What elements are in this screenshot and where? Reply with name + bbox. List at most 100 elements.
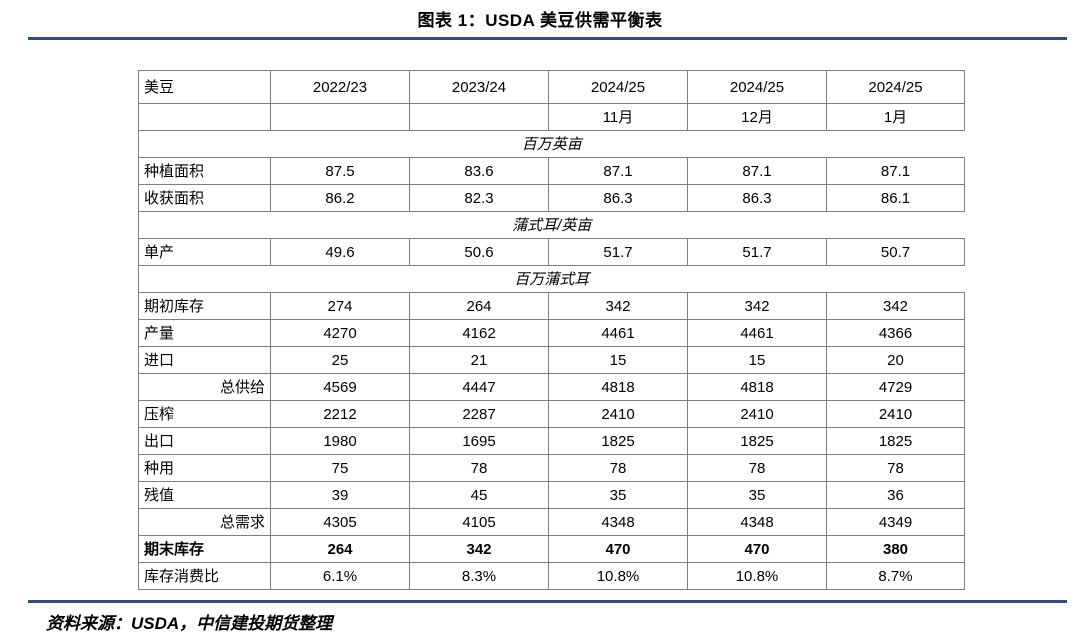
row-label: 期初库存 — [138, 292, 271, 320]
cell-value: 8.7% — [826, 562, 965, 590]
top-rule — [28, 37, 1067, 40]
cell-value: 87.1 — [548, 157, 688, 185]
cell-value: 4366 — [826, 319, 965, 347]
cell-value: 20 — [826, 346, 965, 374]
year-header: 2023/24 — [409, 70, 549, 104]
table-row: 种用 75 78 78 78 78 — [138, 454, 965, 482]
year-header: 2024/25 — [548, 70, 688, 104]
cell-value: 78 — [826, 454, 965, 482]
cell-value: 50.6 — [409, 238, 549, 266]
month-header-empty — [138, 103, 271, 131]
month-header-row: 11月 12月 1月 — [138, 103, 965, 131]
cell-value: 86.3 — [548, 184, 688, 212]
cell-value: 264 — [270, 535, 410, 563]
table-row: 出口 1980 1695 1825 1825 1825 — [138, 427, 965, 455]
cell-value: 4569 — [270, 373, 410, 401]
row-label: 压榨 — [138, 400, 271, 428]
row-label: 库存消费比 — [138, 562, 271, 590]
row-label: 总需求 — [138, 508, 271, 536]
row-label: 总供给 — [138, 373, 271, 401]
cell-value: 35 — [548, 481, 688, 509]
cell-value: 2212 — [270, 400, 410, 428]
cell-value: 4818 — [687, 373, 827, 401]
cell-value: 49.6 — [270, 238, 410, 266]
cell-value: 86.3 — [687, 184, 827, 212]
table-corner-label: 美豆 — [138, 70, 271, 104]
cell-value: 78 — [409, 454, 549, 482]
unit-row: 蒲式耳/英亩 — [138, 211, 965, 239]
year-header: 2024/25 — [826, 70, 965, 104]
cell-value: 86.1 — [826, 184, 965, 212]
table-row: 产量 4270 4162 4461 4461 4366 — [138, 319, 965, 347]
cell-value: 4270 — [270, 319, 410, 347]
cell-value: 1825 — [826, 427, 965, 455]
cell-value: 4349 — [826, 508, 965, 536]
month-header: 1月 — [826, 103, 965, 131]
cell-value: 25 — [270, 346, 410, 374]
unit-row: 百万蒲式耳 — [138, 265, 965, 293]
month-header: 12月 — [687, 103, 827, 131]
cell-value: 2410 — [687, 400, 827, 428]
cell-value: 50.7 — [826, 238, 965, 266]
cell-value: 10.8% — [687, 562, 827, 590]
cell-value: 87.1 — [687, 157, 827, 185]
month-header — [409, 103, 549, 131]
table-row: 收获面积 86.2 82.3 86.3 86.3 86.1 — [138, 184, 965, 212]
cell-value: 75 — [270, 454, 410, 482]
row-label: 收获面积 — [138, 184, 271, 212]
cell-value: 342 — [826, 292, 965, 320]
cell-value: 87.1 — [826, 157, 965, 185]
cell-value: 4447 — [409, 373, 549, 401]
row-label: 出口 — [138, 427, 271, 455]
cell-value: 4729 — [826, 373, 965, 401]
cell-value: 264 — [409, 292, 549, 320]
cell-value: 4818 — [548, 373, 688, 401]
cell-value: 51.7 — [548, 238, 688, 266]
row-label: 残值 — [138, 481, 271, 509]
cell-value: 36 — [826, 481, 965, 509]
cell-value: 8.3% — [409, 562, 549, 590]
cell-value: 2410 — [548, 400, 688, 428]
cell-value: 6.1% — [270, 562, 410, 590]
cell-value: 1695 — [409, 427, 549, 455]
row-label: 进口 — [138, 346, 271, 374]
cell-value: 470 — [687, 535, 827, 563]
cell-value: 2410 — [826, 400, 965, 428]
row-label: 种植面积 — [138, 157, 271, 185]
cell-value: 380 — [826, 535, 965, 563]
cell-value: 10.8% — [548, 562, 688, 590]
cell-value: 45 — [409, 481, 549, 509]
cell-value: 51.7 — [687, 238, 827, 266]
cell-value: 35 — [687, 481, 827, 509]
cell-value: 4162 — [409, 319, 549, 347]
table-row: 压榨 2212 2287 2410 2410 2410 — [138, 400, 965, 428]
year-header-row: 美豆 2022/23 2023/24 2024/25 2024/25 2024/… — [138, 70, 965, 104]
cell-value: 4461 — [687, 319, 827, 347]
source-note: 资料来源：USDA，中信建投期货整理 — [46, 614, 333, 633]
cell-value: 87.5 — [270, 157, 410, 185]
cell-value: 4305 — [270, 508, 410, 536]
table-container: 美豆 2022/23 2023/24 2024/25 2024/25 2024/… — [138, 70, 965, 590]
cell-value: 21 — [409, 346, 549, 374]
cell-value: 1825 — [548, 427, 688, 455]
year-header: 2022/23 — [270, 70, 410, 104]
cell-value: 39 — [270, 481, 410, 509]
cell-value: 342 — [687, 292, 827, 320]
cell-value: 2287 — [409, 400, 549, 428]
cell-value: 4348 — [687, 508, 827, 536]
cell-value: 83.6 — [409, 157, 549, 185]
cell-value: 86.2 — [270, 184, 410, 212]
unit-row: 百万英亩 — [138, 130, 965, 158]
cell-value: 82.3 — [409, 184, 549, 212]
cell-value: 4461 — [548, 319, 688, 347]
month-header — [270, 103, 410, 131]
table-row: 种植面积 87.5 83.6 87.1 87.1 87.1 — [138, 157, 965, 185]
cell-value: 1980 — [270, 427, 410, 455]
page-title: 图表 1：USDA 美豆供需平衡表 — [417, 11, 663, 30]
bottom-rule — [28, 600, 1067, 603]
unit-row-label: 百万蒲式耳 — [138, 265, 965, 293]
table-row: 总需求 4305 4105 4348 4348 4349 — [138, 508, 965, 536]
unit-row-label: 蒲式耳/英亩 — [138, 211, 965, 239]
table-row: 期末库存 264 342 470 470 380 — [138, 535, 965, 563]
